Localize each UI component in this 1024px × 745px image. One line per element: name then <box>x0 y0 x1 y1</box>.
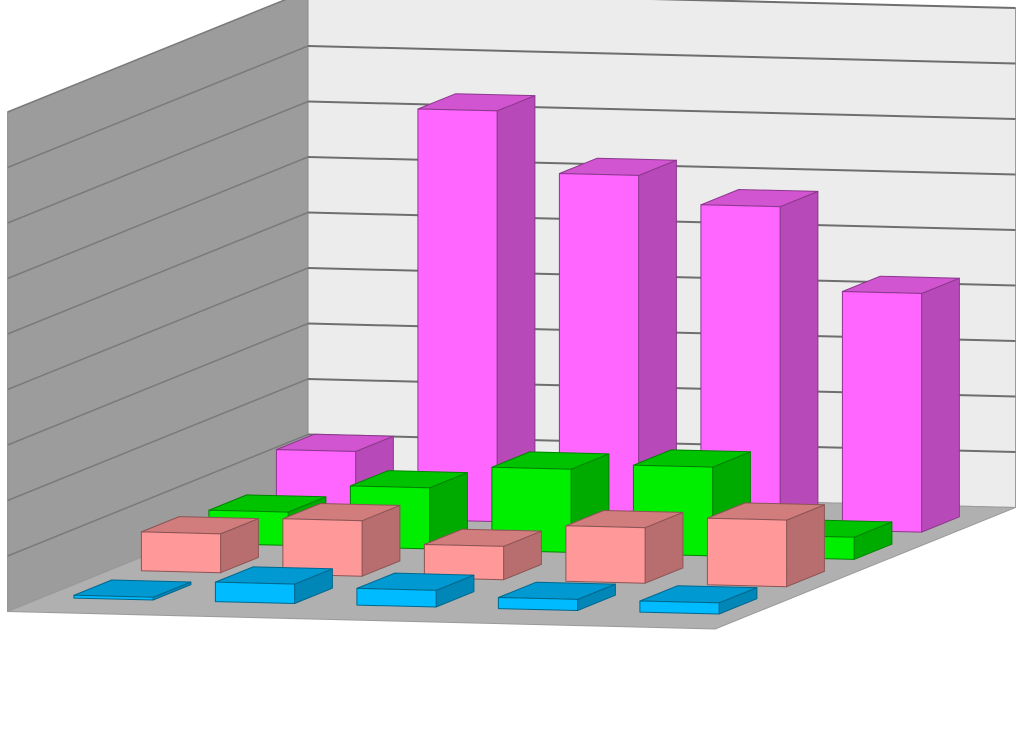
gridline-back <box>307 45 1016 65</box>
bar-s3-c0 <box>73 579 192 601</box>
gridline-side <box>7 0 287 113</box>
bar-front-face <box>356 587 437 608</box>
bar-s2-c3 <box>565 510 684 584</box>
chart-bars <box>73 93 960 615</box>
bar-front-face <box>841 291 923 533</box>
bar-front-face <box>214 581 296 604</box>
bar-s2-c2 <box>423 528 542 581</box>
gridline-side <box>7 156 309 280</box>
bar-s3-c1 <box>214 566 333 604</box>
bar-s3-c4 <box>639 585 758 615</box>
bar-front-face <box>140 531 222 574</box>
bar-s0-c2 <box>558 157 677 526</box>
bar-s2-c0 <box>140 516 259 574</box>
bar-front-face <box>639 600 720 615</box>
bar-s3-c3 <box>497 581 616 611</box>
bar-s0-c4 <box>841 275 960 533</box>
bar-side-face <box>921 277 960 533</box>
bar-s3-c2 <box>356 572 475 608</box>
gridline-side <box>7 433 309 557</box>
gridline-side <box>7 211 309 335</box>
bar-front-face <box>282 518 363 577</box>
bar-front-face <box>706 517 788 588</box>
bar-front-face <box>417 108 498 523</box>
bar-s2-c4 <box>706 502 825 588</box>
gridline-side <box>7 322 309 446</box>
gridline-side <box>7 100 309 224</box>
bar-s0-c3 <box>700 189 819 530</box>
bar-s0-c1 <box>417 93 536 523</box>
gridline-side <box>7 45 309 169</box>
bar-front-face <box>73 594 154 601</box>
gridline-side <box>7 378 309 502</box>
bar-front-face <box>497 597 579 611</box>
bar-s2-c1 <box>282 503 401 577</box>
gridline-side <box>7 267 309 391</box>
bar-front-face <box>565 525 646 584</box>
gridline-back <box>651 0 1016 9</box>
bar-front-face <box>423 544 505 581</box>
bar-side-face <box>779 190 819 530</box>
gridline-back <box>307 100 1016 120</box>
